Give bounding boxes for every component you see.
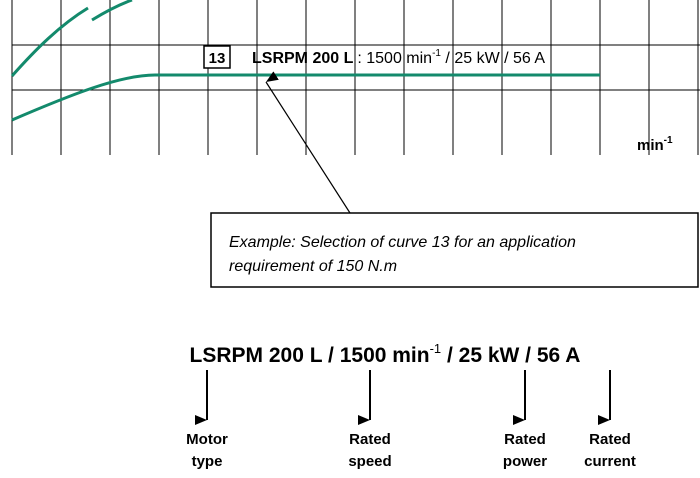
curve bbox=[91, 0, 133, 22]
grid bbox=[11, 0, 700, 155]
parts: Motor type Rated speed Rated power Rated curren… bbox=[186, 370, 636, 470]
part-label: Motor bbox=[186, 431, 228, 448]
callout-line: Example: Selection of curve 13 for an ap… bbox=[229, 234, 576, 251]
designation-sup: -1 bbox=[430, 341, 442, 356]
callout-line: requirement of 150 N.m bbox=[229, 258, 397, 275]
designation-rest: / 25 kW / 56 A bbox=[441, 344, 580, 367]
curve-number: 13 bbox=[209, 50, 226, 67]
part-label: type bbox=[192, 453, 223, 470]
axis-unit-sup: -1 bbox=[664, 135, 673, 146]
curve-spec: : 1500 min bbox=[357, 50, 432, 67]
curve-spec-sup: -1 bbox=[432, 48, 441, 59]
part-label: speed bbox=[348, 453, 391, 470]
axis-unit-text: min bbox=[637, 137, 664, 154]
part-label: current bbox=[584, 453, 636, 470]
callout-box bbox=[210, 212, 699, 288]
part-label: Rated bbox=[349, 431, 391, 448]
part-label: Rated bbox=[504, 431, 546, 448]
axis-unit: min-1 bbox=[637, 135, 673, 154]
curve-model: LSRPM 200 L bbox=[252, 50, 354, 67]
curve bbox=[10, 6, 89, 77]
curve-number-box bbox=[203, 45, 231, 69]
part-label: Rated bbox=[589, 431, 631, 448]
curve-label: LSRPM 200 L: 1500 min-1 / 25 kW / 56 A bbox=[252, 48, 545, 67]
designation-text: LSRPM 200 L / 1500 min bbox=[190, 344, 430, 367]
designation: LSRPM 200 L / 1500 min-1 / 25 kW / 56 A bbox=[190, 341, 581, 367]
part-label: power bbox=[503, 453, 547, 470]
curve-spec-rest: / 25 kW / 56 A bbox=[441, 50, 545, 67]
callout-arrow bbox=[265, 71, 351, 214]
curve-13 bbox=[11, 73, 600, 122]
